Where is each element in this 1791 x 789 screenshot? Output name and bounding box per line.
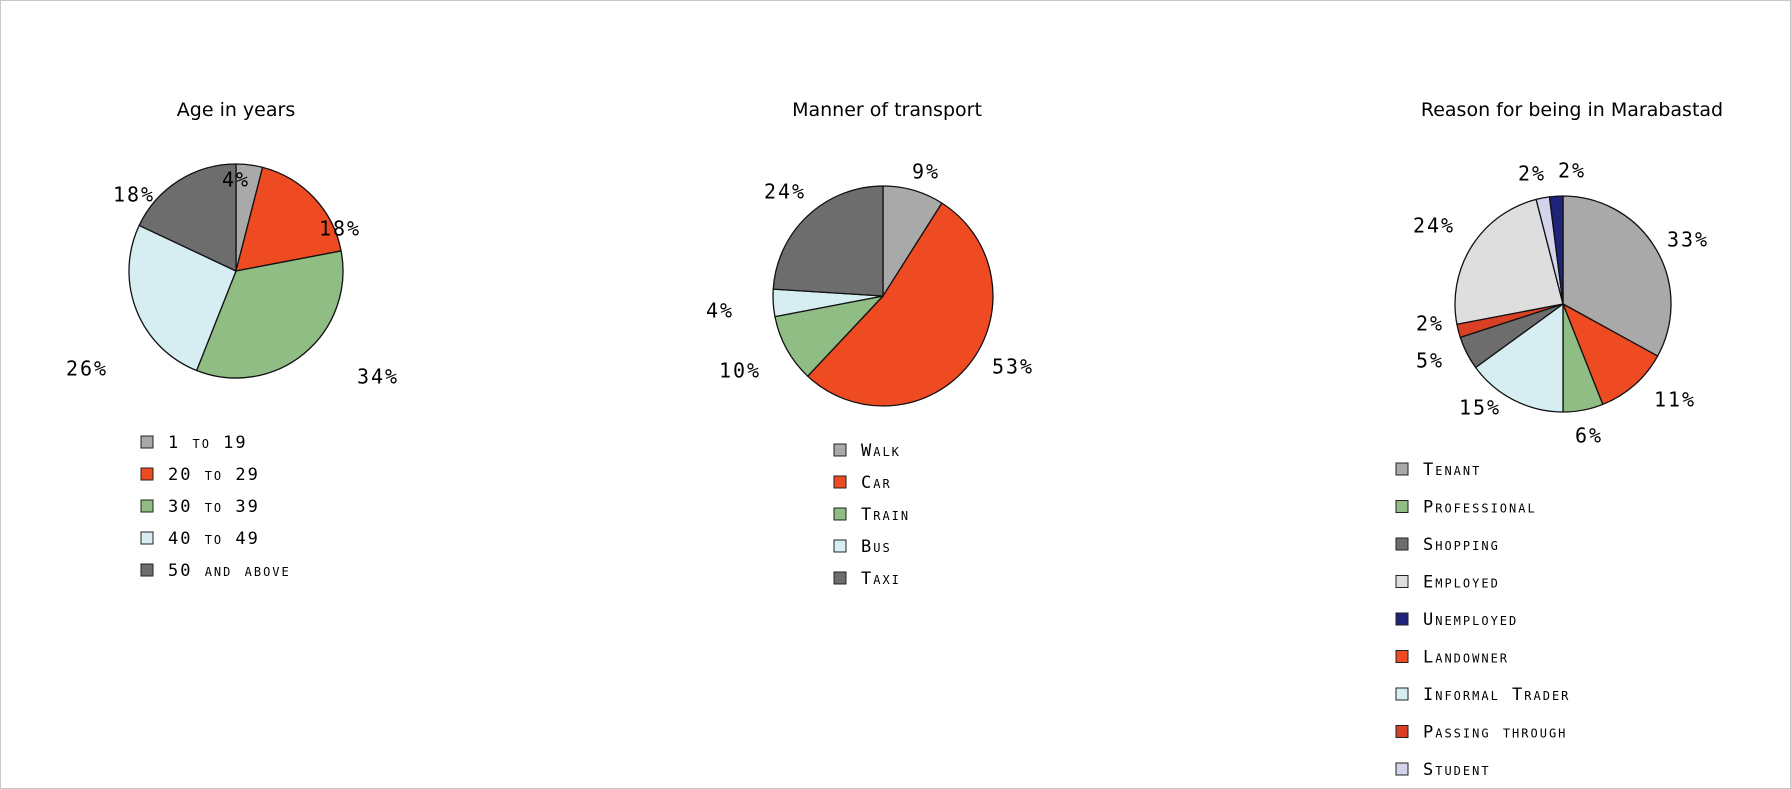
chart-title-reason: Reason for being in Marabastad — [1421, 99, 1723, 121]
data-label-informal-trader: 15% — [1459, 396, 1501, 420]
data-label-unemployed: 2% — [1558, 159, 1586, 183]
pie-slice-unemployed — [1548, 195, 1564, 305]
pie-chart-reason: Reason for being in Marabastad 33% 11% 6% 1… — [1395, 99, 1723, 780]
legend-label-car: Car — [861, 473, 892, 493]
data-label-passing-through: 2% — [1416, 312, 1444, 336]
legend-label-tenant: Tenant — [1423, 460, 1481, 480]
data-label-40-to-49: 26% — [66, 357, 108, 381]
data-label-1-to-19: 4% — [222, 168, 250, 192]
legend-swatch-tenant — [1395, 462, 1409, 476]
pie-slice-20-to-29 — [235, 166, 342, 272]
legend-swatch-passing-through — [1395, 725, 1409, 738]
legend-swatch-30-to-39 — [140, 499, 154, 513]
legend-swatch-taxi — [833, 571, 847, 585]
pie-slice-car — [807, 202, 994, 407]
data-label-professional: 6% — [1575, 424, 1603, 448]
pie-slice-taxi — [772, 185, 884, 297]
legend-swatch-1-to-19 — [140, 435, 154, 449]
chart-title-age: Age in years — [177, 99, 295, 121]
data-label-20-to-29: 18% — [319, 217, 361, 241]
legend-label-shopping: Shopping — [1423, 535, 1500, 555]
data-label-taxi: 24% — [764, 180, 806, 204]
data-label-landowner: 11% — [1654, 388, 1696, 412]
pie-slice-30-to-39 — [195, 250, 344, 379]
legend-swatch-50-and-above — [140, 563, 154, 577]
data-label-30-to-39: 34% — [357, 365, 399, 389]
legend-label-taxi: Taxi — [861, 569, 901, 589]
data-label-employed: 24% — [1413, 214, 1455, 238]
legend-label-1-to-19: 1 to 19 — [168, 433, 248, 453]
legend-swatch-train — [833, 507, 847, 521]
legend-label-30-to-39: 30 to 39 — [168, 497, 260, 517]
pie-slice-tenant — [1562, 195, 1672, 357]
data-label-car: 53% — [992, 355, 1034, 379]
pie-slice-employed — [1454, 198, 1564, 325]
data-label-student: 2% — [1518, 162, 1546, 186]
pie-slice-40-to-49 — [128, 224, 237, 372]
legend-swatch-bus — [833, 539, 847, 553]
pie-chart-age: Age in years 4% 18% 34% 26% 18% 1 to 19 20 to … — [66, 99, 399, 581]
legend-label-professional: Professional — [1423, 498, 1537, 518]
legend-swatch-unemployed — [1395, 612, 1409, 626]
legend-label-landowner: Landowner — [1423, 648, 1509, 668]
legend-label-unemployed: Unemployed — [1423, 610, 1518, 630]
pie-slice-informal-trader — [1474, 303, 1564, 413]
legend-label-40-to-49: 40 to 49 — [168, 529, 260, 549]
pie-slice-landowner — [1562, 303, 1659, 406]
legend-swatch-40-to-49 — [140, 531, 154, 545]
data-label-tenant: 33% — [1667, 228, 1709, 252]
legend-label-50-and-above: 50 and above — [168, 561, 291, 581]
pie-slice-50-and-above — [138, 163, 237, 272]
legend-swatch-informal-trader — [1395, 687, 1409, 701]
legend-swatch-landowner — [1395, 650, 1409, 663]
legend-swatch-employed — [1395, 575, 1409, 588]
data-label-50-and-above: 18% — [113, 183, 155, 207]
legend-swatch-20-to-29 — [140, 467, 154, 481]
legend-label-bus: Bus — [861, 537, 892, 557]
legend-swatch-shopping — [1395, 537, 1409, 551]
legend-swatch-walk — [833, 443, 847, 457]
legend-swatch-student — [1395, 762, 1409, 776]
data-label-bus: 4% — [706, 299, 734, 323]
chart-title-transport: Manner of transport — [792, 99, 982, 121]
legend-swatch-car — [833, 475, 847, 489]
legend-label-20-to-29: 20 to 29 — [168, 465, 260, 485]
data-label-walk: 9% — [912, 160, 940, 184]
legend-swatch-professional — [1395, 500, 1409, 513]
data-label-train: 10% — [719, 359, 761, 383]
data-label-shopping: 5% — [1416, 349, 1444, 373]
legend-label-informal-trader: Informal Trader — [1423, 685, 1570, 705]
legend-label-employed: Employed — [1423, 573, 1500, 593]
legend-label-student: Student — [1423, 760, 1491, 780]
legend-label-train: Train — [861, 505, 910, 525]
legend-label-walk: Walk — [861, 441, 901, 461]
pie-chart-transport: Manner of transport 9% 53% 10% 4% 24% Walk Car… — [706, 99, 1034, 589]
legend-label-passing-through: Passing through — [1423, 723, 1567, 743]
